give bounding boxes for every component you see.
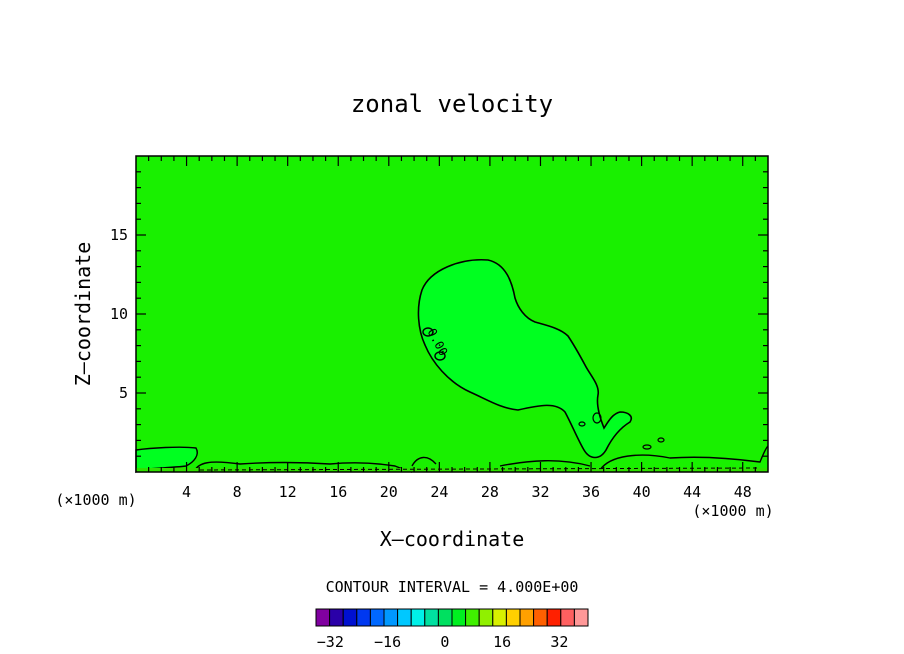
colorbar-cell [356,608,371,627]
colorbar-labels: −32 −16 0 16 32 [317,633,569,651]
colorbar-cell [437,608,453,627]
colorbar-cell [560,608,575,627]
plot-area: 0.00 [135,155,769,474]
colorbar-tick-label: −16 [374,633,401,651]
colorbar-cell [369,608,385,627]
x-tick-label: 24 [430,483,448,501]
x-unit-left: (×1000 m) [55,491,136,509]
x-axis-label: X–coordinate [380,527,525,551]
x-tick-label: 48 [734,483,752,501]
colorbar-tick-label: −32 [317,633,344,651]
small-contour-3 [578,421,586,427]
x-axis-ticks: 4 8 12 16 20 24 28 32 36 40 44 48 [148,156,756,501]
y-tick-label: 15 [110,226,128,244]
colorbar-cell [505,608,521,627]
colorbar-cell [492,608,507,627]
chart-title: zonal velocity [351,90,553,118]
small-contour-2 [434,351,446,361]
colorbar-cell [519,608,535,627]
x-tick-label: 28 [481,483,499,501]
colorbar-cell [465,608,480,627]
y-axis-label: Z–coordinate [71,242,95,387]
small-contour-6 [657,437,665,443]
x-tick-label: 12 [279,483,297,501]
x-tick-label: 20 [380,483,398,501]
plume-contour-region [417,259,633,459]
y-axis-ticks: 5 10 15 [110,171,768,457]
colorbar-cell [451,608,467,627]
y-tick-label: 5 [119,384,128,402]
colorbar-cell [342,608,358,627]
colorbar [315,608,589,627]
colorbar-cell [424,608,439,627]
x-tick-label: 32 [531,483,549,501]
x-tick-label: 40 [633,483,651,501]
small-contour-4 [592,412,602,424]
surface-contour-right [599,445,769,471]
x-tick-label: 8 [233,483,242,501]
x-tick-label: 44 [683,483,701,501]
colorbar-cell [329,608,344,627]
colorbar-cell [478,608,494,627]
x-unit-right: (×1000 m) [692,502,773,520]
colorbar-cell [410,608,426,627]
colorbar-cell [383,608,399,627]
colorbar-cell [533,608,548,627]
y-tick-label: 10 [110,305,128,323]
colorbar-cell [397,608,412,627]
x-tick-label: 4 [182,483,191,501]
near-surface-dashed [199,467,761,471]
colorbar-cell [546,608,562,627]
colorbar-tick-label: 0 [440,633,449,651]
small-contour-5 [642,444,652,450]
surface-contour-mid [411,456,591,467]
colorbar-cell [573,608,589,627]
colorbar-tick-label: 32 [550,633,568,651]
small-contour-1 [422,327,434,337]
colorbar-cell [315,608,331,627]
colorbar-tick-label: 16 [493,633,511,651]
x-tick-label: 16 [329,483,347,501]
contour-interval-text: CONTOUR INTERVAL = 4.000E+00 [326,578,579,596]
x-tick-label: 36 [582,483,600,501]
